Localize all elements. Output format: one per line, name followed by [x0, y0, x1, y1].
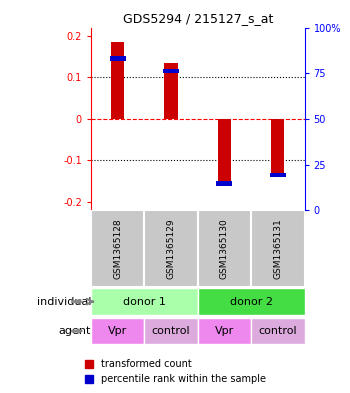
Bar [144, 210, 198, 287]
Text: GSM1365130: GSM1365130 [220, 218, 229, 279]
Text: control: control [259, 326, 297, 336]
Bar [270, 173, 286, 177]
Bar [216, 181, 232, 185]
Bar [163, 69, 179, 73]
Bar [111, 42, 124, 119]
Bar [164, 63, 178, 119]
Text: GSM1365131: GSM1365131 [273, 218, 282, 279]
Text: donor 1: donor 1 [123, 297, 166, 307]
Bar [198, 318, 251, 344]
Bar [251, 210, 304, 287]
Text: donor 2: donor 2 [230, 297, 273, 307]
Text: agent: agent [59, 326, 91, 336]
Text: GSM1365129: GSM1365129 [167, 218, 176, 279]
Bar [91, 288, 198, 315]
Bar [144, 318, 198, 344]
Title: GDS5294 / 215127_s_at: GDS5294 / 215127_s_at [122, 12, 273, 25]
Bar [198, 288, 304, 315]
Bar [110, 56, 126, 61]
Bar [218, 119, 231, 183]
Text: Vpr: Vpr [108, 326, 127, 336]
Text: Vpr: Vpr [215, 326, 234, 336]
Bar [251, 318, 304, 344]
Bar [198, 210, 251, 287]
Legend: transformed count, percentile rank within the sample: transformed count, percentile rank withi… [85, 359, 266, 384]
Text: control: control [152, 326, 190, 336]
Text: GSM1365128: GSM1365128 [113, 218, 122, 279]
Bar [91, 210, 144, 287]
Text: individual: individual [36, 297, 91, 307]
Bar [271, 119, 285, 173]
Bar [91, 318, 144, 344]
